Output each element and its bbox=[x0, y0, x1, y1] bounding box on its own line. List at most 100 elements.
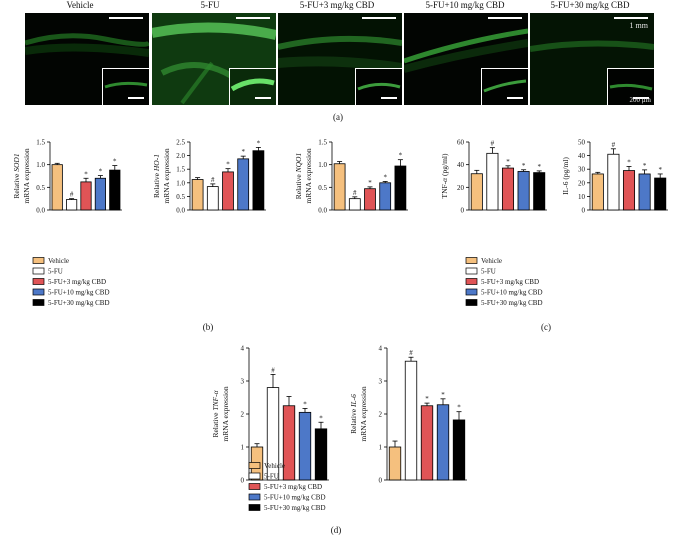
y-tick-label: 1.5 bbox=[36, 139, 45, 147]
bar bbox=[109, 169, 121, 211]
bar bbox=[51, 164, 63, 211]
y-tick-label: 0.5 bbox=[36, 184, 45, 192]
bar bbox=[237, 158, 250, 211]
y-tick-label: 0 bbox=[461, 207, 465, 215]
y-axis-label-line2: mRNA expression bbox=[162, 148, 171, 203]
significance-mark: * bbox=[383, 173, 387, 181]
bar bbox=[314, 428, 328, 481]
bar bbox=[333, 163, 346, 211]
significance-mark: * bbox=[457, 404, 461, 412]
panel-label-c: (c) bbox=[541, 322, 551, 332]
chart-1: 0.0 0.5 1.0 1.5 Relative SOD1 mRNA expression… bbox=[12, 139, 122, 215]
y-tick-label: 40 bbox=[578, 152, 586, 160]
bar bbox=[250, 446, 264, 481]
significance-mark: # bbox=[612, 141, 616, 149]
img-label-cbd10: 5-FU+10 mg/kg CBD bbox=[425, 0, 505, 10]
inset-scale-bar bbox=[128, 97, 144, 99]
chart-4: 0 20 40 60 TNF-α (pg/ml) # * * * bbox=[440, 139, 547, 215]
y-tick-label: 3 bbox=[379, 378, 383, 386]
y-tick-label: 1.0 bbox=[318, 161, 327, 169]
legend-label: 5-FU bbox=[481, 268, 496, 276]
inset-scale-bar bbox=[507, 97, 523, 99]
legend-swatch bbox=[248, 483, 261, 490]
y-axis-label-line2: mRNA expression bbox=[22, 148, 31, 203]
y-tick-label: 4 bbox=[379, 345, 383, 353]
y-axis-label: Relative SOD1 bbox=[12, 153, 21, 198]
legend-label: 5-FU+30 mg/kg CBD bbox=[264, 504, 326, 512]
significance-mark: * bbox=[241, 148, 245, 156]
legend-d: Vehicle 5-FU 5-FU+3 mg/kg CBD 5-FU+10 mg/kg… bbox=[248, 462, 326, 512]
y-tick-label: 0.0 bbox=[318, 207, 327, 215]
legend-label: Vehicle bbox=[264, 462, 285, 470]
inset-scale-bar bbox=[633, 97, 649, 99]
img-label-vehicle: Vehicle bbox=[66, 0, 94, 10]
img-label-cbd30: 5-FU+30 mg/kg CBD bbox=[550, 0, 630, 10]
micrograph-cbd30: 1 mm 200 μm bbox=[530, 13, 654, 105]
significance-mark: * bbox=[113, 158, 117, 166]
legend-swatch bbox=[32, 288, 45, 296]
y-tick-label: 0 bbox=[582, 207, 586, 215]
bar bbox=[394, 165, 407, 211]
y-tick-label: 60 bbox=[457, 139, 465, 147]
significance-mark: # bbox=[271, 366, 275, 374]
significance-mark: * bbox=[643, 162, 647, 170]
legend-swatch bbox=[32, 278, 45, 285]
scale-bar bbox=[488, 17, 522, 19]
significance-mark: * bbox=[319, 414, 323, 422]
significance-mark: # bbox=[491, 140, 495, 148]
y-tick-label: 1 bbox=[241, 444, 245, 452]
bar bbox=[654, 177, 667, 211]
bar bbox=[206, 186, 219, 211]
bar bbox=[80, 181, 92, 211]
significance-mark: * bbox=[399, 152, 403, 160]
y-tick-label: 2 bbox=[241, 411, 245, 419]
inset-image bbox=[102, 68, 149, 105]
inset-scale-bar bbox=[381, 97, 397, 99]
micrograph-vehicle bbox=[25, 13, 149, 105]
legend-c: Vehicle 5-FU 5-FU+3 mg/kg CBD 5-FU+10 mg/kg… bbox=[465, 257, 543, 307]
chart-3: 0.0 0.5 1.0 1.5 Relative NQO1 mRNA expression… bbox=[294, 139, 408, 215]
scale-bar bbox=[362, 17, 396, 19]
legend-swatch bbox=[248, 493, 261, 501]
bar bbox=[364, 188, 376, 211]
y-tick-label: 50 bbox=[578, 139, 586, 147]
chart-7: 0 1 2 3 4 Relative IL-6 mRNA expression # * * * bbox=[349, 345, 467, 485]
scale-label-main: 1 mm bbox=[629, 21, 648, 30]
bar bbox=[404, 360, 418, 481]
legend-label: 5-FU+3 mg/kg CBD bbox=[481, 278, 539, 286]
significance-mark: * bbox=[226, 161, 230, 169]
y-axis-label: Relative TNF-α bbox=[211, 389, 220, 437]
y-tick-label: 30 bbox=[578, 166, 586, 174]
significance-mark: * bbox=[84, 170, 88, 178]
significance-mark: * bbox=[537, 163, 541, 171]
panel-label-b: (b) bbox=[202, 322, 214, 332]
bar bbox=[517, 171, 530, 211]
tissue-fluorescence bbox=[404, 28, 528, 73]
y-tick-label: 1.0 bbox=[36, 161, 45, 169]
legend-label: 5-FU+30 mg/kg CBD bbox=[481, 299, 543, 307]
y-tick-label: 20 bbox=[457, 184, 465, 192]
legend-label: 5-FU+3 mg/kg CBD bbox=[48, 278, 106, 286]
y-tick-label: 0.5 bbox=[176, 193, 185, 201]
scale-label-inset: 200 μm bbox=[629, 96, 651, 104]
bar bbox=[66, 199, 78, 211]
bar bbox=[222, 171, 234, 211]
tissue-fluorescence bbox=[530, 13, 654, 105]
chart-6: 0 1 2 3 4 Relative TNF-α mRNA expression # * * bbox=[211, 345, 329, 485]
legend-swatch bbox=[465, 257, 478, 264]
significance-mark: * bbox=[441, 391, 445, 399]
bar bbox=[452, 419, 466, 481]
significance-mark: * bbox=[658, 166, 662, 174]
legend-swatch bbox=[248, 504, 261, 511]
bar bbox=[622, 170, 636, 211]
chart-5: 0 10 20 30 40 50 IL-6 (pg/ml) # * * * bbox=[561, 139, 668, 215]
significance-mark: # bbox=[353, 189, 357, 197]
legend-swatch bbox=[32, 299, 45, 306]
significance-mark: * bbox=[627, 158, 631, 166]
y-tick-label: 2.0 bbox=[176, 152, 185, 160]
y-tick-label: 1.5 bbox=[176, 166, 185, 174]
legend-label: Vehicle bbox=[481, 257, 502, 265]
scale-bar bbox=[614, 17, 648, 19]
legend-swatch bbox=[465, 288, 478, 296]
bar bbox=[388, 446, 402, 481]
